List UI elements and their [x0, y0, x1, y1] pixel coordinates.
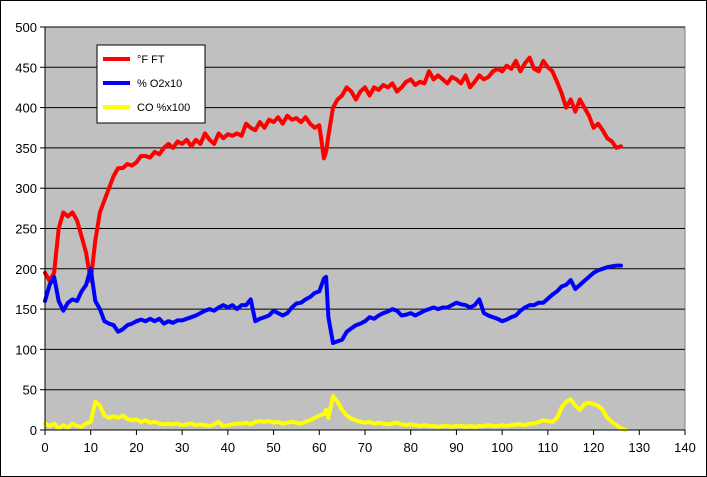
x-tick-label-110: 110: [537, 440, 558, 455]
x-tick-label-80: 80: [403, 440, 417, 455]
x-tick-label-20: 20: [129, 440, 143, 455]
y-tick-label-500: 500: [15, 20, 37, 35]
legend-label-1: °F FT: [137, 54, 165, 66]
x-tick-label-30: 30: [175, 440, 189, 455]
x-tick-label-70: 70: [358, 440, 372, 455]
y-tick-label-150: 150: [15, 302, 37, 317]
x-tick-label-130: 130: [628, 440, 650, 455]
legend-label-2: % O2x10: [137, 78, 182, 90]
x-tick-label-50: 50: [266, 440, 280, 455]
x-tick-label-0: 0: [41, 440, 48, 455]
x-tick-label-120: 120: [583, 440, 605, 455]
x-tick-label-90: 90: [449, 440, 463, 455]
y-tick-label-0: 0: [30, 423, 37, 438]
y-tick-label-300: 300: [15, 181, 37, 196]
y-tick-label-400: 400: [15, 101, 37, 116]
series-lines: [43, 55, 628, 432]
y-tick-label-350: 350: [15, 141, 37, 156]
x-axis: 0 10 20 30 40 50 60 70 80 90 100 110 120 130 140: [41, 429, 696, 455]
y-tick-label-100: 100: [15, 342, 37, 357]
legend: °F FT % O2x10 CO %x100: [96, 44, 206, 124]
legend-label-3: CO %x100: [137, 102, 190, 114]
series-line-2: [43, 263, 623, 345]
x-tick-label-140: 140: [674, 440, 696, 455]
y-tick-label-250: 250: [15, 222, 37, 237]
series-line-3: [43, 394, 628, 432]
y-axis: 0 50 100 150 200 250 300 350 400 450 500: [15, 20, 46, 438]
y-tick-label-50: 50: [23, 383, 37, 398]
x-tick-label-100: 100: [491, 440, 513, 455]
x-tick-label-60: 60: [312, 440, 326, 455]
y-tick-label-450: 450: [15, 60, 37, 75]
series-line-1: [43, 55, 623, 283]
y-tick-label-200: 200: [15, 262, 37, 277]
x-tick-label-10: 10: [83, 440, 97, 455]
x-tick-label-40: 40: [221, 440, 235, 455]
